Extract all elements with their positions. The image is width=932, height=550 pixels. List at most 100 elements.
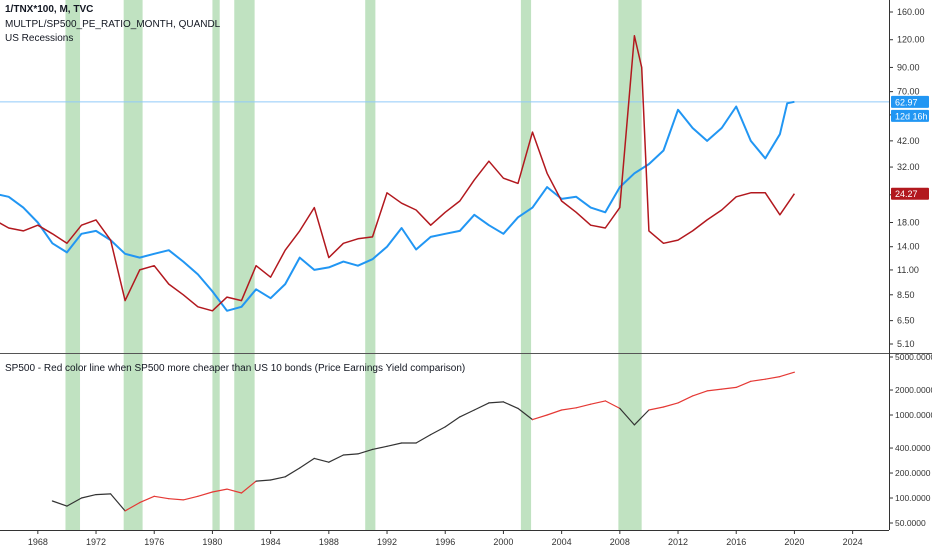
recession-band xyxy=(65,0,81,530)
recession-band xyxy=(365,0,376,530)
sp500-segment[interactable] xyxy=(662,402,679,408)
x-tick-label: 2000 xyxy=(493,537,513,547)
recession-band xyxy=(123,0,143,530)
sp500-segment[interactable] xyxy=(182,495,199,501)
y-tick-label: 2000.0000 xyxy=(895,385,932,395)
sp500-segment[interactable] xyxy=(270,476,286,481)
x-tick-label: 2012 xyxy=(668,537,688,547)
y-tick-label: 5000.0000 xyxy=(895,352,932,362)
x-tick-label: 1984 xyxy=(261,537,281,547)
y-tick-label: 70.00 xyxy=(897,87,920,97)
y-tick-label: 120.00 xyxy=(897,35,925,45)
sp500-segment[interactable] xyxy=(226,488,243,494)
sp500-segment[interactable] xyxy=(109,493,126,512)
sp500-segment[interactable] xyxy=(371,445,388,450)
y-tick-label: 42.00 xyxy=(897,136,920,146)
recession-legend[interactable]: US Recessions xyxy=(5,33,74,44)
sp500-segment[interactable] xyxy=(95,493,112,496)
x-tick-label: 2024 xyxy=(843,537,863,547)
bottom-pane-title[interactable]: SP500 - Red color line when SP500 more c… xyxy=(5,363,466,374)
sp500-segment[interactable] xyxy=(284,467,301,478)
sp500-segment[interactable] xyxy=(560,407,577,411)
y-tick-label: 50.0000 xyxy=(895,518,926,528)
sp500-segment[interactable] xyxy=(168,498,184,501)
sp500-segment[interactable] xyxy=(531,414,548,421)
chart-title[interactable]: 1/TNX*100, M, TVC xyxy=(5,4,94,15)
x-tick-label: 2004 xyxy=(552,537,572,547)
y-tick-label: 1000.0000 xyxy=(895,410,932,420)
sp500-segment[interactable] xyxy=(51,500,68,507)
sp500-segment[interactable] xyxy=(313,457,330,463)
sp500-segment[interactable] xyxy=(590,400,606,405)
sp500-segment[interactable] xyxy=(677,395,694,404)
x-tick-label: 2008 xyxy=(610,537,630,547)
bottom-pane[interactable] xyxy=(51,371,796,512)
sp500-segment[interactable] xyxy=(735,380,752,388)
red-price-tag: 24.27 xyxy=(895,189,918,199)
x-tick-label: 1972 xyxy=(86,537,106,547)
recession-band xyxy=(618,0,642,530)
sp500-segment[interactable] xyxy=(299,457,315,469)
sp500-segment[interactable] xyxy=(779,371,796,378)
sp500-segment[interactable] xyxy=(604,400,621,409)
y-tick-label: 90.00 xyxy=(897,62,920,72)
sp500-segment[interactable] xyxy=(255,479,272,482)
y-tick-label: 200.0000 xyxy=(895,468,931,478)
sp500-segment[interactable] xyxy=(691,390,708,397)
blue-price-tag: 62.97 xyxy=(895,97,918,107)
series-line-pe-ratio[interactable] xyxy=(0,35,796,312)
sp500-segment[interactable] xyxy=(750,378,766,382)
sp500-segment[interactable] xyxy=(415,434,432,444)
sp500-segment[interactable] xyxy=(66,497,83,507)
sp500-segment[interactable] xyxy=(444,416,461,428)
sp500-segment[interactable] xyxy=(648,406,665,411)
y-tick-label: 14.00 xyxy=(897,242,920,252)
y-tick-label: 18.00 xyxy=(897,217,920,227)
sp500-segment[interactable] xyxy=(633,409,650,426)
sp500-segment[interactable] xyxy=(721,386,737,390)
sp500-segment[interactable] xyxy=(517,407,534,421)
y-tick-label: 8.50 xyxy=(897,290,915,300)
top-pane[interactable] xyxy=(0,35,889,312)
sp500-segment[interactable] xyxy=(619,407,636,426)
y-tick-label: 11.00 xyxy=(897,265,919,275)
sp500-segment[interactable] xyxy=(80,494,97,499)
sp500-segment[interactable] xyxy=(502,401,519,409)
sp500-segment[interactable] xyxy=(240,480,257,494)
sp500-segment[interactable] xyxy=(197,491,213,497)
sp500-segment[interactable] xyxy=(386,442,403,447)
sp500-segment[interactable] xyxy=(211,488,228,493)
price-tags: 62.97 12d 16h 24.27 xyxy=(891,95,929,200)
blue-countdown-tag-bg xyxy=(891,109,929,122)
sp500-segment[interactable] xyxy=(706,388,723,392)
recession-band xyxy=(520,0,532,530)
sp500-segment[interactable] xyxy=(764,376,781,380)
x-tick-label: 2020 xyxy=(784,537,804,547)
sp500-segment[interactable] xyxy=(342,453,359,456)
recession-bands xyxy=(65,0,642,530)
sp500-segment[interactable] xyxy=(459,409,475,418)
sp500-segment[interactable] xyxy=(328,454,344,463)
recession-band xyxy=(212,0,220,530)
y-tick-label: 5.10 xyxy=(897,339,915,349)
sp500-segment[interactable] xyxy=(357,448,374,455)
sp500-segment[interactable] xyxy=(153,495,170,500)
x-tick-label: 1996 xyxy=(435,537,455,547)
sp500-segment[interactable] xyxy=(430,426,446,436)
series-line-tnx[interactable] xyxy=(0,100,795,312)
sp500-segment[interactable] xyxy=(546,409,563,416)
x-tick-label: 1976 xyxy=(144,537,164,547)
y-tick-label: 100.0000 xyxy=(895,493,931,503)
sp500-segment[interactable] xyxy=(488,401,504,404)
x-tick-label: 1988 xyxy=(319,537,339,547)
sp500-segment[interactable] xyxy=(473,402,490,411)
sp500-segment[interactable] xyxy=(124,502,141,512)
sp500-segment[interactable] xyxy=(139,495,155,504)
sp500-segment[interactable] xyxy=(575,403,592,409)
x-tick-label: 1992 xyxy=(377,537,397,547)
red-price-tag-bg xyxy=(891,187,929,200)
y-tick-label: 32.00 xyxy=(897,162,920,172)
series-legend[interactable]: MULTPL/SP500_PE_RATIO_MONTH, QUANDL xyxy=(5,19,221,30)
